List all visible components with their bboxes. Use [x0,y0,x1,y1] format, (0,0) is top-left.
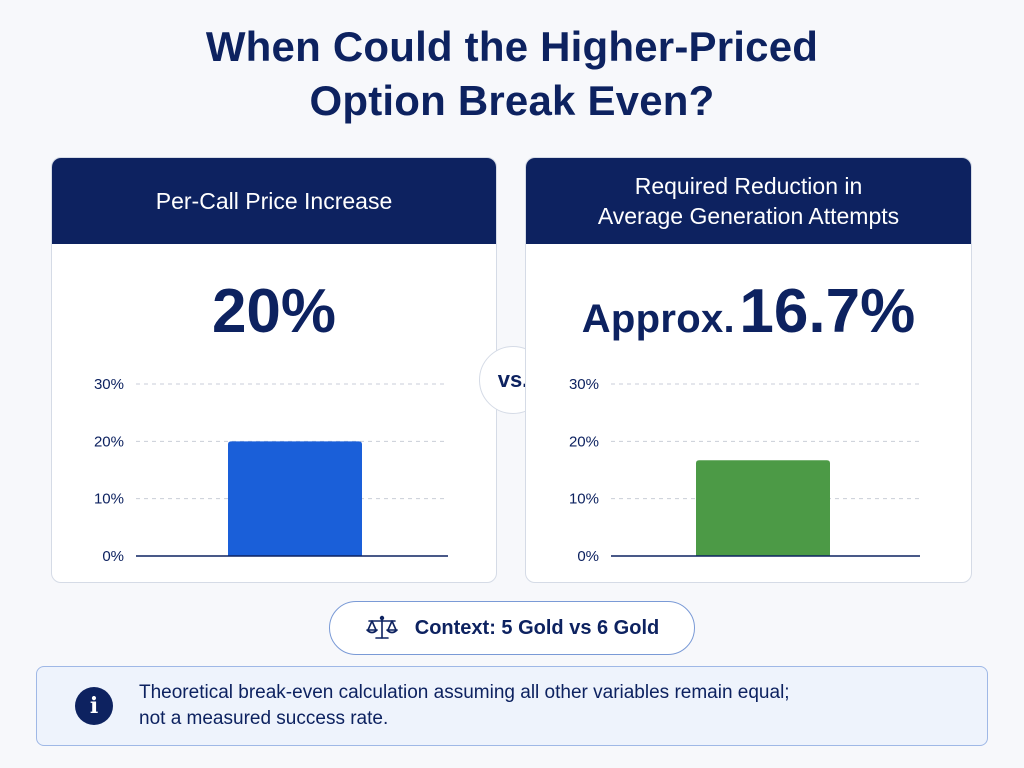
y-tick-label: 20% [94,433,124,450]
attempts-reduction-value-prefix: Approx. [581,297,735,341]
y-tick-label: 0% [102,548,124,565]
page-title-line-2: Option Break Even? [309,77,715,124]
attempts-reduction-value-number: 16.7% [739,277,916,346]
y-tick-label: 30% [569,376,599,393]
balance-scale-icon [365,615,398,639]
price-increase-card-header: Per-Call Price Increase [52,158,496,244]
y-tick-label: 10% [569,491,599,508]
y-tick-label: 30% [94,376,124,393]
disclaimer-note: i Theoretical break-even calculation ass… [36,666,988,746]
attempts-reduction-chart: 0% 10% 20% 30% [569,376,920,565]
context-pill: Context: 5 Gold vs 6 Gold [329,601,695,655]
price-increase-card: Per-Call Price Increase 20% 0% 10% 20% 30% [51,157,497,583]
page-title: When Could the Higher-Priced Option Brea… [0,20,1024,128]
y-tick-label: 20% [569,433,599,450]
y-tick-label: 0% [577,548,599,565]
context-text: Context: 5 Gold vs 6 Gold [414,616,660,639]
disclaimer-line-1: Theoretical break-even calculation assum… [139,682,790,703]
y-tick-label: 10% [94,491,124,508]
info-icon: i [75,687,113,725]
price-increase-value: 20% [52,276,496,347]
attempts-reduction-header-line-1: Required Reduction in [634,173,863,199]
page-title-line-1: When Could the Higher-Priced [205,23,819,70]
bar [696,460,830,556]
attempts-reduction-card-header: Required Reduction in Average Generation… [526,158,971,244]
price-increase-chart: 0% 10% 20% 30% [94,376,448,565]
disclaimer-line-2: not a measured success rate. [139,708,389,729]
bar [228,441,362,556]
attempts-reduction-value: Approx. 16.7% [526,276,971,347]
disclaimer-text: Theoretical break-even calculation assum… [139,680,790,732]
info-icon-glyph: i [89,693,99,719]
price-increase-value-number: 20% [211,277,337,346]
vs-label: vs. [497,367,529,392]
attempts-reduction-header-line-2: Average Generation Attempts [597,203,900,229]
price-increase-header-text: Per-Call Price Increase [155,188,393,214]
attempts-reduction-card: Required Reduction in Average Generation… [525,157,972,583]
